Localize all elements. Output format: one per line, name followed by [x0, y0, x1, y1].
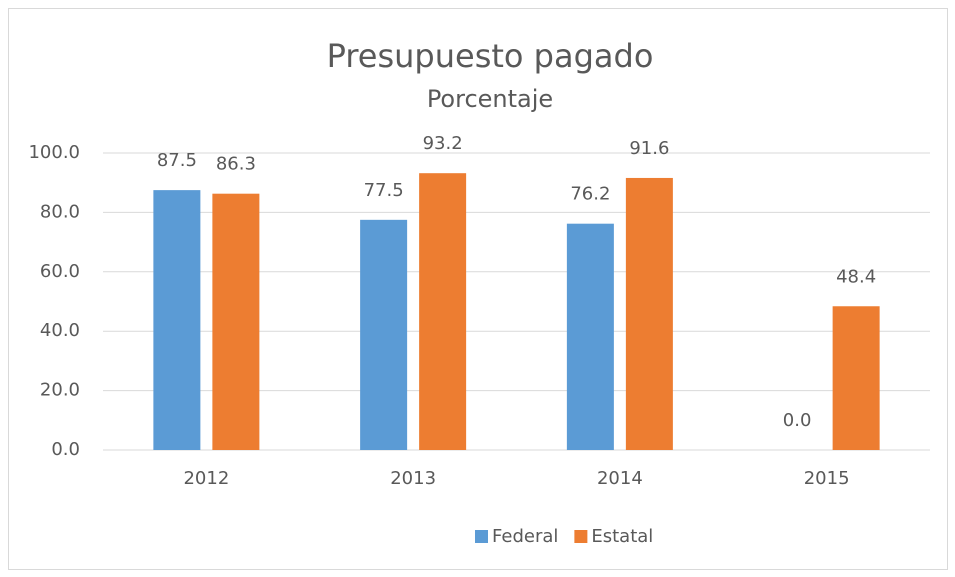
legend-label: Federal	[492, 526, 558, 547]
data-label: 77.5	[364, 180, 404, 201]
data-label: 76.2	[570, 184, 610, 205]
y-tick-label: 40.0	[40, 320, 80, 341]
chart-subtitle: Porcentaje	[427, 85, 553, 113]
chart-title: Presupuesto pagado	[327, 37, 654, 75]
y-tick-label: 20.0	[40, 380, 80, 401]
y-tick-label: 100.0	[28, 142, 80, 163]
data-label: 0.0	[783, 410, 812, 431]
data-label: 91.6	[629, 138, 669, 159]
bar	[419, 173, 467, 451]
bar	[153, 190, 201, 450]
x-tick-label: 2013	[390, 468, 436, 489]
data-label: 87.5	[157, 150, 197, 171]
bar	[212, 193, 260, 450]
bar	[566, 223, 614, 450]
legend-label: Estatal	[591, 526, 653, 547]
bar	[360, 219, 408, 450]
legend-swatch	[475, 530, 488, 543]
bar	[832, 306, 880, 450]
y-tick-label: 80.0	[40, 201, 80, 222]
y-tick-label: 0.0	[51, 439, 80, 460]
legend-swatch	[574, 530, 588, 543]
data-label: 86.3	[216, 154, 256, 175]
bar	[625, 177, 673, 450]
y-tick-label: 60.0	[40, 261, 80, 282]
data-label: 93.2	[423, 133, 463, 154]
data-label: 48.4	[836, 266, 876, 287]
x-tick-label: 2014	[597, 468, 643, 489]
x-tick-label: 2015	[804, 468, 850, 489]
x-tick-label: 2012	[183, 468, 229, 489]
